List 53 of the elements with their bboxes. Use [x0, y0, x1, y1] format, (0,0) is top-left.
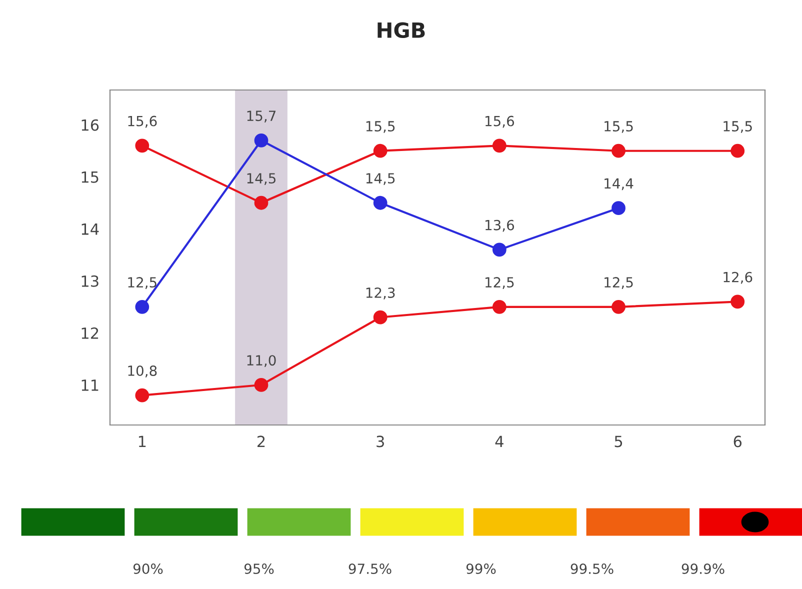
data-label: 14,5: [366, 173, 395, 185]
data-label: 15,5: [366, 121, 395, 133]
data-label: 14,5: [247, 173, 276, 185]
x-tick-label: 6: [734, 436, 742, 448]
point: [492, 242, 506, 257]
data-label: 15,5: [604, 121, 633, 133]
text: 97.5%: [348, 564, 392, 574]
point: [373, 310, 388, 324]
point: [254, 134, 268, 148]
text: 95%: [244, 564, 274, 574]
point: [612, 300, 626, 314]
point: [373, 196, 388, 210]
data-label: 14,4: [604, 178, 634, 190]
text: 99.5%: [570, 564, 614, 574]
data-label: 12,6: [724, 272, 752, 284]
point: [730, 294, 745, 309]
point: [492, 300, 506, 314]
data-label: 12,5: [485, 277, 514, 289]
point: [612, 201, 626, 216]
y-tick-label: 16: [82, 119, 99, 131]
x-tick-label: 5: [614, 436, 622, 448]
point: [373, 144, 388, 158]
data-label: 10,8: [128, 365, 157, 378]
point: [492, 138, 506, 153]
x-tick-label: 4: [495, 436, 504, 448]
data-label: 15,6: [128, 116, 157, 128]
point: [135, 138, 150, 153]
y-tick-label: 15: [82, 172, 98, 183]
y-tick-label: 13: [82, 275, 98, 287]
data-label: 15,7: [247, 110, 276, 123]
point: [612, 144, 626, 158]
x-tick-label: 3: [376, 436, 384, 448]
point: [254, 196, 268, 210]
point: [135, 388, 150, 402]
text: 90%: [133, 564, 163, 574]
data-label: 15,6: [485, 116, 514, 128]
point: [254, 378, 268, 392]
data-label: 12,3: [366, 287, 395, 300]
data-label: 15,5: [724, 121, 752, 133]
data-label: 13,6: [485, 220, 514, 232]
point: [730, 144, 745, 158]
data-label: 11,0: [247, 355, 276, 368]
x-tick-label: 2: [258, 436, 265, 448]
text: 99%: [466, 564, 496, 574]
y-tick-label: 11: [82, 380, 98, 391]
chart-title: HGB: [378, 22, 425, 38]
point: [135, 300, 150, 314]
text: 99.9%: [682, 564, 724, 574]
y-tick-label: 12: [82, 327, 98, 339]
x-tick-label: 1: [138, 436, 146, 448]
data-label: 12,5: [128, 277, 156, 289]
data-label: 12,5: [604, 277, 633, 289]
y-tick-label: 14: [82, 224, 99, 235]
